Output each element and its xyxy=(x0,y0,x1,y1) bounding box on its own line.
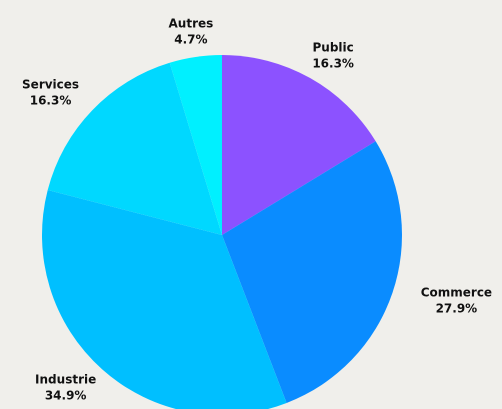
slice-value-label: 34.9% xyxy=(45,389,87,403)
slice-label: Commerce xyxy=(421,286,492,300)
slice-label: Services xyxy=(22,78,79,92)
slice-label: Autres xyxy=(169,17,214,31)
slice-value-label: 27.9% xyxy=(436,302,478,316)
slice-value-label: 16.3% xyxy=(30,94,72,108)
pie-slice xyxy=(42,190,287,409)
pie-slice xyxy=(222,55,376,235)
slice-label: Public xyxy=(313,41,354,55)
pie-slice xyxy=(47,62,222,235)
slice-label: Industrie xyxy=(35,373,96,387)
slice-value-label: 16.3% xyxy=(312,57,354,71)
pie-slice xyxy=(222,141,402,404)
slice-value-label: 4.7% xyxy=(174,33,207,47)
pie-slice xyxy=(169,55,222,235)
